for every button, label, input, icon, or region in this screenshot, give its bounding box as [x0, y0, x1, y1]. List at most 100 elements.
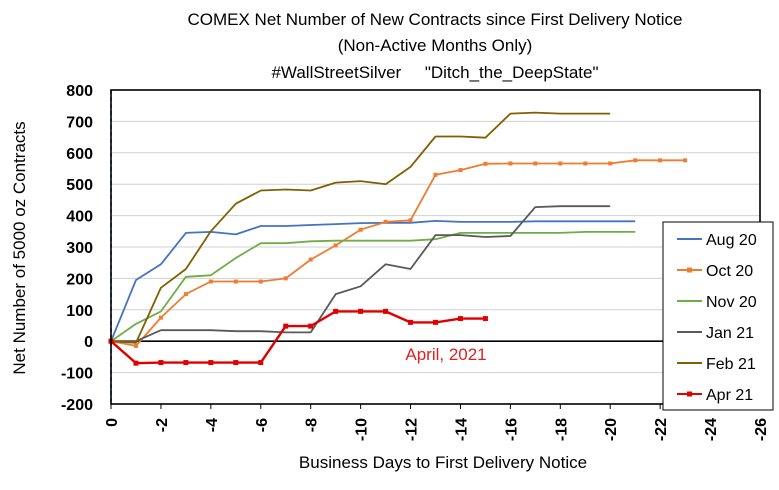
data-point-oct-20 [608, 161, 613, 166]
x-tick-label: -6 [254, 418, 271, 432]
legend-item-feb-21: Feb 21 [677, 356, 756, 373]
data-point-apr-21 [308, 323, 314, 329]
y-tick-label: 800 [66, 83, 93, 100]
series-line-aug-20 [110, 219, 636, 342]
legend-label: Jan 21 [706, 325, 754, 342]
data-point-oct-20 [308, 257, 313, 262]
data-point-oct-20 [133, 343, 138, 348]
data-point-oct-20 [558, 161, 563, 166]
x-tick-label: -16 [503, 418, 520, 441]
data-point-apr-21 [408, 319, 414, 325]
data-point-oct-20 [408, 218, 413, 223]
x-tick-label: -14 [453, 418, 470, 441]
series-jan-21 [111, 205, 611, 343]
legend-label: Apr 21 [706, 387, 753, 404]
y-tick-label: 100 [66, 303, 93, 320]
data-point-apr-21 [158, 360, 164, 366]
legend-marker [687, 391, 692, 397]
x-tick-label: -12 [404, 418, 421, 441]
series-line-nov-20 [110, 230, 636, 342]
data-point-oct-20 [333, 243, 338, 248]
annotation-april-2021: April, 2021 [405, 345, 486, 364]
x-tick-label: -18 [553, 418, 570, 441]
series-line-feb-21 [110, 111, 611, 344]
y-tick-label: 600 [66, 146, 93, 163]
data-point-apr-21 [333, 308, 339, 314]
data-point-apr-21 [233, 360, 239, 366]
x-tick-label: -8 [304, 418, 321, 432]
y-tick-label: 500 [66, 177, 93, 194]
x-tick-label: -20 [603, 418, 620, 441]
data-point-apr-21 [358, 308, 364, 314]
data-point-oct-20 [483, 161, 488, 166]
chart-subtitle-2: #WallStreetSilver "Ditch_the_DeepState" [271, 63, 598, 82]
x-tick-label: -22 [653, 418, 670, 441]
data-point-oct-20 [508, 161, 513, 166]
legend-item-oct-20: Oct 20 [677, 263, 753, 280]
data-point-oct-20 [683, 158, 688, 163]
legend-label: Nov 20 [706, 294, 757, 311]
x-tick-labels: 0 -2 -4 -6 -8 -10 -12 -14 -16 -18 -20 -22 -24 -26 [104, 404, 770, 441]
legend: Aug 20 Oct 20 Nov 20 Jan 21 Feb 21 Apr 21 [662, 221, 774, 411]
y-tick-label: -200 [61, 397, 93, 414]
series-line-jan-21 [111, 205, 611, 343]
legend-marker [687, 267, 692, 273]
x-tick-label: -24 [703, 418, 720, 441]
data-point-oct-20 [208, 279, 213, 284]
y-tick-labels: 800 700 600 500 400 300 200 100 0 -100 -200 [61, 83, 93, 414]
data-point-apr-21 [283, 323, 289, 329]
chart-title: COMEX Net Number of New Contracts since … [187, 10, 682, 29]
data-point-apr-21 [208, 360, 214, 366]
data-point-oct-20 [358, 227, 363, 232]
legend-item-nov-20: Nov 20 [677, 294, 757, 311]
data-point-oct-20 [533, 161, 538, 166]
legend-label: Feb 21 [706, 356, 756, 373]
data-point-apr-21 [482, 316, 488, 322]
series-lines [108, 111, 688, 366]
legend-label: Oct 20 [706, 263, 753, 280]
x-tick-label: -4 [204, 418, 221, 432]
gridlines [111, 120, 760, 374]
data-point-oct-20 [183, 292, 188, 297]
data-point-apr-21 [258, 360, 264, 366]
y-tick-label: -100 [61, 366, 93, 383]
data-point-oct-20 [158, 315, 163, 320]
data-point-oct-20 [258, 279, 263, 284]
x-axis-label: Business Days to First Delivery Notice [299, 453, 587, 472]
data-point-apr-21 [183, 360, 189, 366]
x-tick-label: -26 [753, 418, 770, 441]
data-point-oct-20 [458, 168, 463, 173]
series-line-apr-21 [110, 310, 486, 365]
data-point-oct-20 [633, 158, 638, 163]
y-tick-label: 400 [66, 209, 93, 226]
x-tick-label: -10 [354, 418, 371, 441]
series-feb-21 [110, 111, 611, 344]
data-point-apr-21 [383, 308, 389, 314]
series-line-oct-20 [110, 159, 686, 347]
data-point-apr-21 [457, 316, 463, 322]
y-tick-label: 700 [66, 114, 93, 131]
data-point-oct-20 [383, 219, 388, 224]
legend-item-aug-20: Aug 20 [677, 232, 757, 249]
legend-box [662, 221, 774, 411]
data-point-apr-21 [133, 360, 139, 366]
x-tick-label: -2 [154, 418, 171, 432]
x-tick-label: 0 [104, 418, 121, 427]
y-tick-label: 200 [66, 271, 93, 288]
chart-subtitle: (Non-Active Months Only) [338, 36, 533, 55]
series-nov-20 [110, 230, 636, 342]
data-point-oct-20 [283, 276, 288, 281]
data-point-oct-20 [583, 161, 588, 166]
data-point-apr-21 [433, 319, 438, 325]
y-tick-label: 300 [66, 240, 93, 257]
data-point-oct-20 [658, 158, 663, 163]
data-point-oct-20 [233, 279, 238, 284]
legend-label: Aug 20 [706, 232, 757, 249]
data-point-oct-20 [433, 172, 438, 177]
legend-item-apr-21: Apr 21 [677, 387, 753, 404]
y-axis-label: Net Number of 5000 oz Contracts [10, 121, 29, 374]
series-aug-20 [110, 219, 636, 342]
y-tick-label: 0 [84, 334, 93, 351]
legend-item-jan-21: Jan 21 [677, 325, 754, 342]
